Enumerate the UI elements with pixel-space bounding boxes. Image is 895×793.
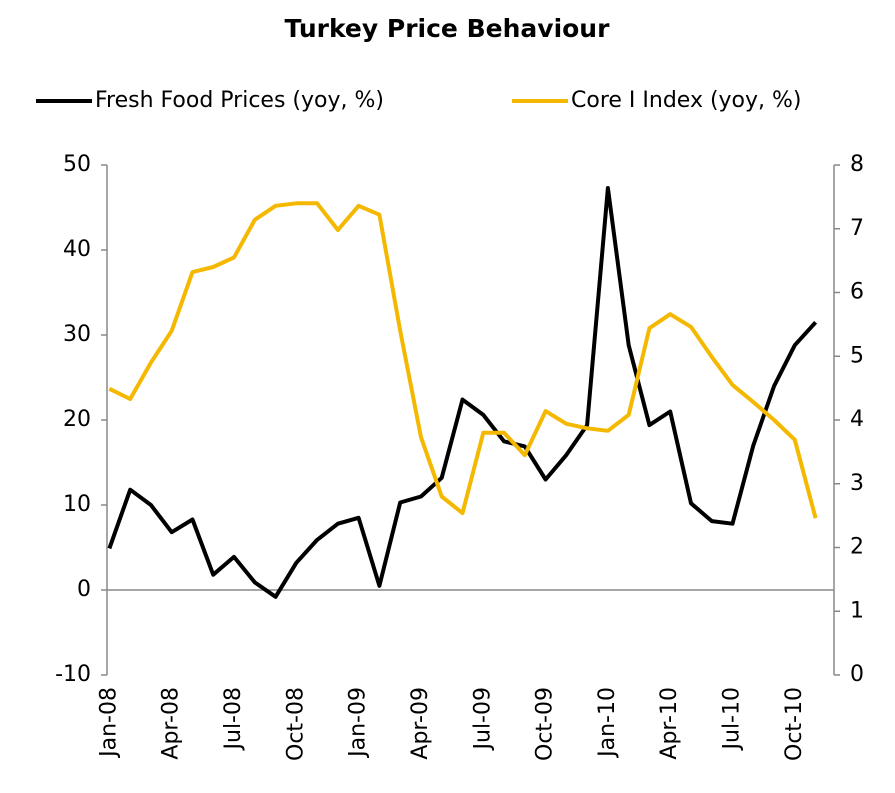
y-tick-label: 50: [63, 152, 91, 177]
legend-label: Core I Index (yoy, %): [571, 88, 802, 113]
y2-tick-label: 4: [850, 407, 864, 432]
x-tick-label: Apr-09: [408, 687, 433, 760]
y2-tick-label: 7: [850, 216, 864, 241]
x-tick-label: Jul-09: [470, 687, 495, 751]
y-tick-label: 20: [63, 407, 91, 432]
x-tick-label: Oct-10: [782, 687, 807, 761]
y2-tick-label: 0: [850, 662, 864, 687]
y-tick-label: -10: [55, 662, 91, 687]
x-tick-label: Jan-08: [96, 687, 121, 759]
x-tick-label: Jan-10: [595, 687, 620, 759]
chart-title: Turkey Price Behaviour: [285, 14, 611, 43]
x-tick-label: Jul-10: [720, 687, 745, 751]
x-tick-label: Jan-09: [346, 687, 371, 759]
series-line: [108, 201, 818, 519]
legend-label: Fresh Food Prices (yoy, %): [95, 88, 384, 113]
y-tick-label: 40: [63, 237, 91, 262]
y-tick-label: 10: [63, 492, 91, 517]
y2-tick-label: 8: [850, 152, 864, 177]
y-tick-label: 30: [63, 322, 91, 347]
series-line: [107, 186, 818, 599]
x-tick-label: Apr-08: [159, 687, 184, 760]
x-tick-label: Apr-10: [657, 687, 682, 760]
y2-tick-label: 1: [850, 598, 864, 623]
y2-tick-label: 2: [850, 535, 864, 560]
x-tick-label: Oct-09: [533, 687, 558, 761]
x-tick-label: Oct-08: [283, 687, 308, 761]
y2-tick-label: 3: [850, 471, 864, 496]
y2-tick-label: 5: [850, 343, 864, 368]
y2-tick-label: 6: [850, 280, 864, 305]
y-tick-label: 0: [77, 577, 91, 602]
x-tick-label: Jul-08: [221, 687, 246, 751]
